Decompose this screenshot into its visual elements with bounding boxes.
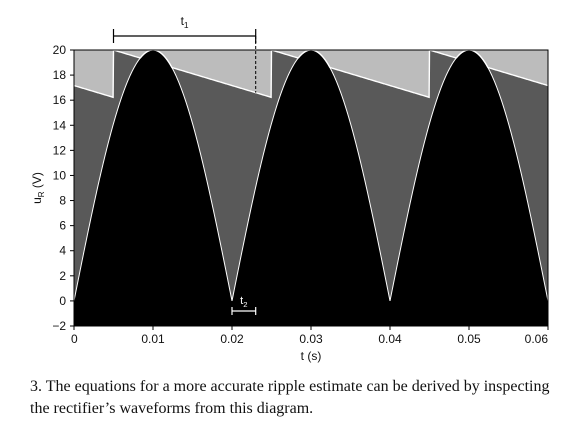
x-tick-label: 0.02 — [220, 332, 244, 346]
figure-caption: 3. The equations for a more accurate rip… — [30, 378, 550, 417]
y-tick-label: 14 — [53, 118, 67, 132]
t2-dimension-label-sub: 2 — [243, 300, 247, 309]
x-tick-label: 0.01 — [141, 332, 165, 346]
y-tick-label: 4 — [59, 244, 66, 258]
t1-dimension: t1 — [112, 14, 257, 43]
x-tick-label: 0.03 — [299, 332, 323, 346]
y-tick-label: 0 — [59, 294, 66, 308]
x-axis: 0 0.01 0.02 0.03 0.04 0.05 0.06 — [71, 326, 549, 346]
t1-dimension-label-main: t — [181, 14, 185, 28]
y-axis-label-main: u — [30, 197, 44, 204]
y-axis: −2 0 2 4 6 8 10 12 14 16 18 20 — [52, 43, 74, 333]
x-tick-label: 0.06 — [525, 332, 549, 346]
x-tick-label: 0.04 — [378, 332, 402, 346]
y-tick-label: 12 — [53, 143, 67, 157]
y-tick-label: 8 — [59, 194, 66, 208]
y-axis-label-sub: R — [37, 191, 46, 197]
y-tick-label: 6 — [59, 219, 66, 233]
t2-dimension-label-main: t — [240, 295, 243, 307]
y-axis-label: uR (V) — [30, 172, 46, 204]
t1-dimension-label: t1 — [181, 14, 189, 30]
t2-dimension: t2 — [231, 295, 257, 315]
x-axis-label: t (s) — [301, 349, 322, 363]
t1-dimension-label-sub: 1 — [184, 20, 189, 30]
y-tick-label: 16 — [53, 93, 67, 107]
y-axis-label-unit: (V) — [30, 172, 44, 191]
t2-dimension-label: t2 — [240, 295, 247, 309]
x-tick-label: 0.05 — [457, 332, 481, 346]
y-tick-label: 18 — [53, 68, 67, 82]
y-tick-label: 20 — [53, 43, 67, 57]
x-tick-label: 0 — [71, 332, 78, 346]
y-tick-label: 2 — [59, 269, 66, 283]
y-tick-label: 10 — [53, 168, 67, 182]
y-tick-label: −2 — [52, 319, 66, 333]
rectified-sine-region — [74, 50, 548, 326]
